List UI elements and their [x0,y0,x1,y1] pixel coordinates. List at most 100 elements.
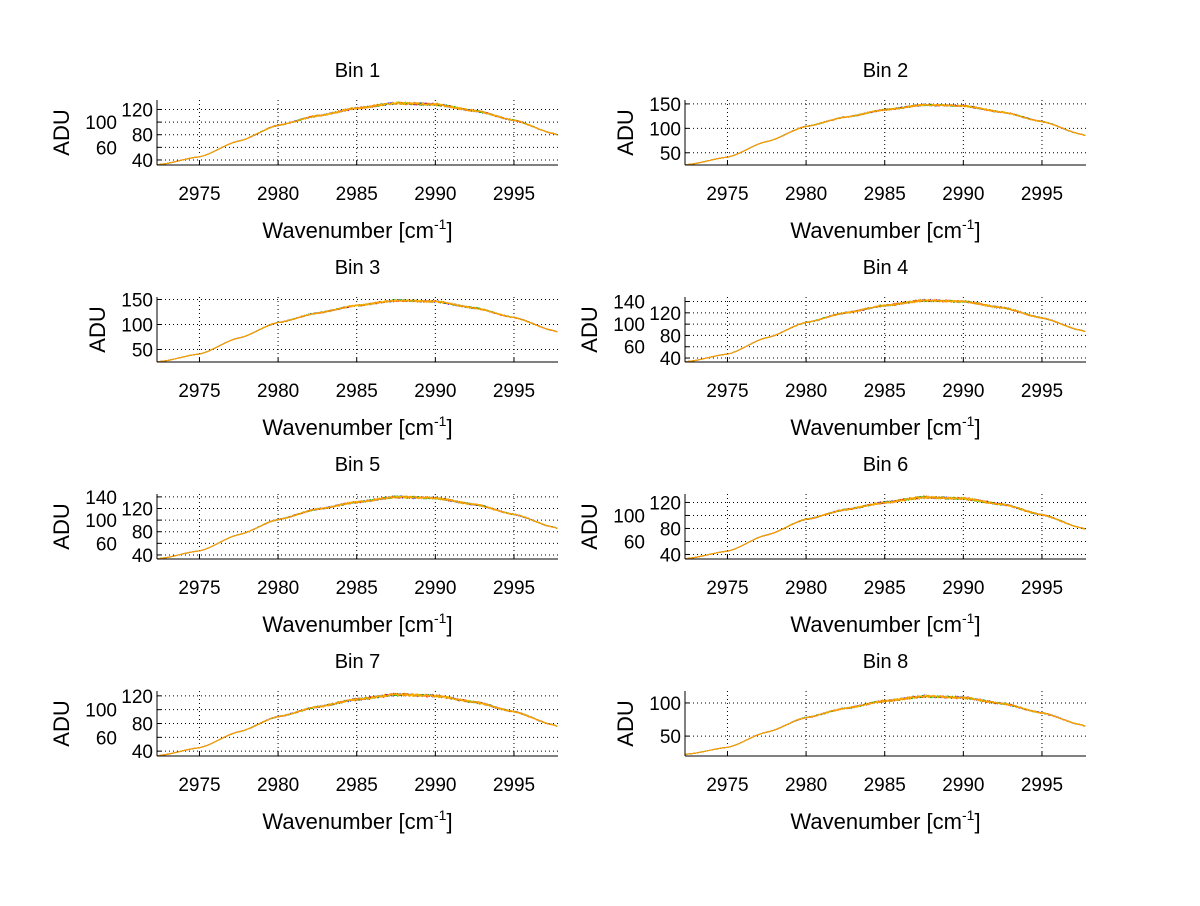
series-line [684,694,1086,755]
series-line [684,495,1086,560]
y-tick-label: 50 [660,727,681,748]
subplot-2: 2975 2980 2985 2990 2995 50 100 150 Bin 2 Wavenum… [613,60,1086,243]
y-axis-label: ADU [613,109,638,155]
series-line [685,103,1086,166]
x-tick-label: 2975 [178,184,220,205]
series-line [684,693,1086,755]
y-tick-label: 150 [121,291,153,312]
y-tick-label: 120 [121,100,153,121]
y-tick-label: 40 [132,151,153,172]
y-tick-label: 80 [132,715,153,736]
subplot-title: Bin 1 [335,60,381,82]
series-line [156,495,558,560]
x-tick-label: 2980 [785,184,827,205]
x-axis-label: Wavenumber [cm-1] [262,610,452,637]
x-tick-label: 2980 [257,184,299,205]
series-line [684,298,1086,363]
x-tick-label: 2980 [785,578,827,599]
series-line [684,495,1086,560]
y-tick-label: 40 [660,349,681,370]
y-tick-label: 60 [624,532,645,553]
y-tick-label: 100 [85,113,117,134]
y-tick-label: 120 [121,500,153,521]
x-tick-label: 2985 [336,775,378,796]
y-tick-label: 100 [85,511,117,532]
x-tick-label: 2975 [706,381,748,402]
x-axis-label: Wavenumber [cm-1] [262,413,452,440]
y-tick-label: 80 [132,126,153,147]
subplot-title: Bin 7 [335,651,381,673]
series-line [156,692,558,757]
x-tick-label: 2975 [706,184,748,205]
y-tick-label: 100 [613,315,645,336]
x-tick-label: 2995 [1021,775,1063,796]
x-tick-label: 2990 [414,775,456,796]
y-axis-label: ADU [49,109,74,155]
x-tick-label: 2985 [864,578,906,599]
series-line [685,103,1086,166]
series-line [684,694,1086,755]
x-tick-label: 2995 [493,578,535,599]
x-tick-label: 2995 [493,775,535,796]
y-tick-label: 60 [96,728,117,749]
x-tick-label: 2990 [414,184,456,205]
y-tick-label: 50 [660,144,681,165]
y-tick-label: 120 [121,687,153,708]
series-line [685,103,1086,166]
series-line [156,692,558,757]
series-line [156,101,558,166]
subplot-title: Bin 4 [863,257,909,279]
subplot-title: Bin 3 [335,257,381,279]
x-axis-label: Wavenumber [cm-1] [262,216,452,243]
y-tick-label: 40 [132,546,153,567]
x-tick-label: 2980 [257,578,299,599]
x-tick-label: 2995 [493,381,535,402]
x-tick-label: 2975 [178,381,220,402]
x-axis-label: Wavenumber [cm-1] [790,216,980,243]
subplot-8: 2975 2980 2985 2990 2995 50 100 Bin 8 Wavenumber… [613,651,1086,834]
x-tick-label: 2990 [942,578,984,599]
x-tick-label: 2980 [785,775,827,796]
subplot-title: Bin 2 [863,60,909,82]
y-tick-label: 60 [624,338,645,359]
y-tick-label: 80 [660,326,681,347]
subplot-3: 2975 2980 2985 2990 2995 50 100 150 Bin 3 Wavenum… [85,257,558,440]
y-tick-label: 40 [132,742,153,763]
y-axis-label: ADU [49,503,74,549]
x-tick-label: 2975 [178,775,220,796]
y-tick-label: 80 [660,519,681,540]
x-tick-label: 2980 [257,775,299,796]
series-line [156,495,558,560]
y-tick-label: 40 [660,545,681,566]
series-line [684,494,1086,560]
series-line [156,101,558,166]
series-line [156,692,558,757]
x-tick-label: 2975 [178,578,220,599]
series-line [684,495,1086,560]
y-tick-label: 100 [649,119,681,140]
y-tick-label: 150 [649,95,681,116]
y-tick-label: 100 [649,694,681,715]
x-tick-label: 2990 [942,381,984,402]
y-axis-label: ADU [49,700,74,746]
series-line [156,495,558,560]
series-line [685,103,1086,166]
y-axis-label: ADU [85,306,110,352]
y-axis-label: ADU [577,306,602,352]
x-tick-label: 2995 [493,184,535,205]
y-axis-label: ADU [577,503,602,549]
subplot-title: Bin 6 [863,454,909,476]
y-axis-label: ADU [613,700,638,746]
x-tick-label: 2990 [414,578,456,599]
x-tick-label: 2975 [706,578,748,599]
x-tick-label: 2990 [414,381,456,402]
subplot-title: Bin 5 [335,454,381,476]
y-tick-label: 120 [649,493,681,514]
x-tick-label: 2980 [257,381,299,402]
series-line [684,495,1086,560]
y-tick-label: 60 [96,138,117,159]
series-line [684,694,1086,755]
series-line [156,101,558,166]
